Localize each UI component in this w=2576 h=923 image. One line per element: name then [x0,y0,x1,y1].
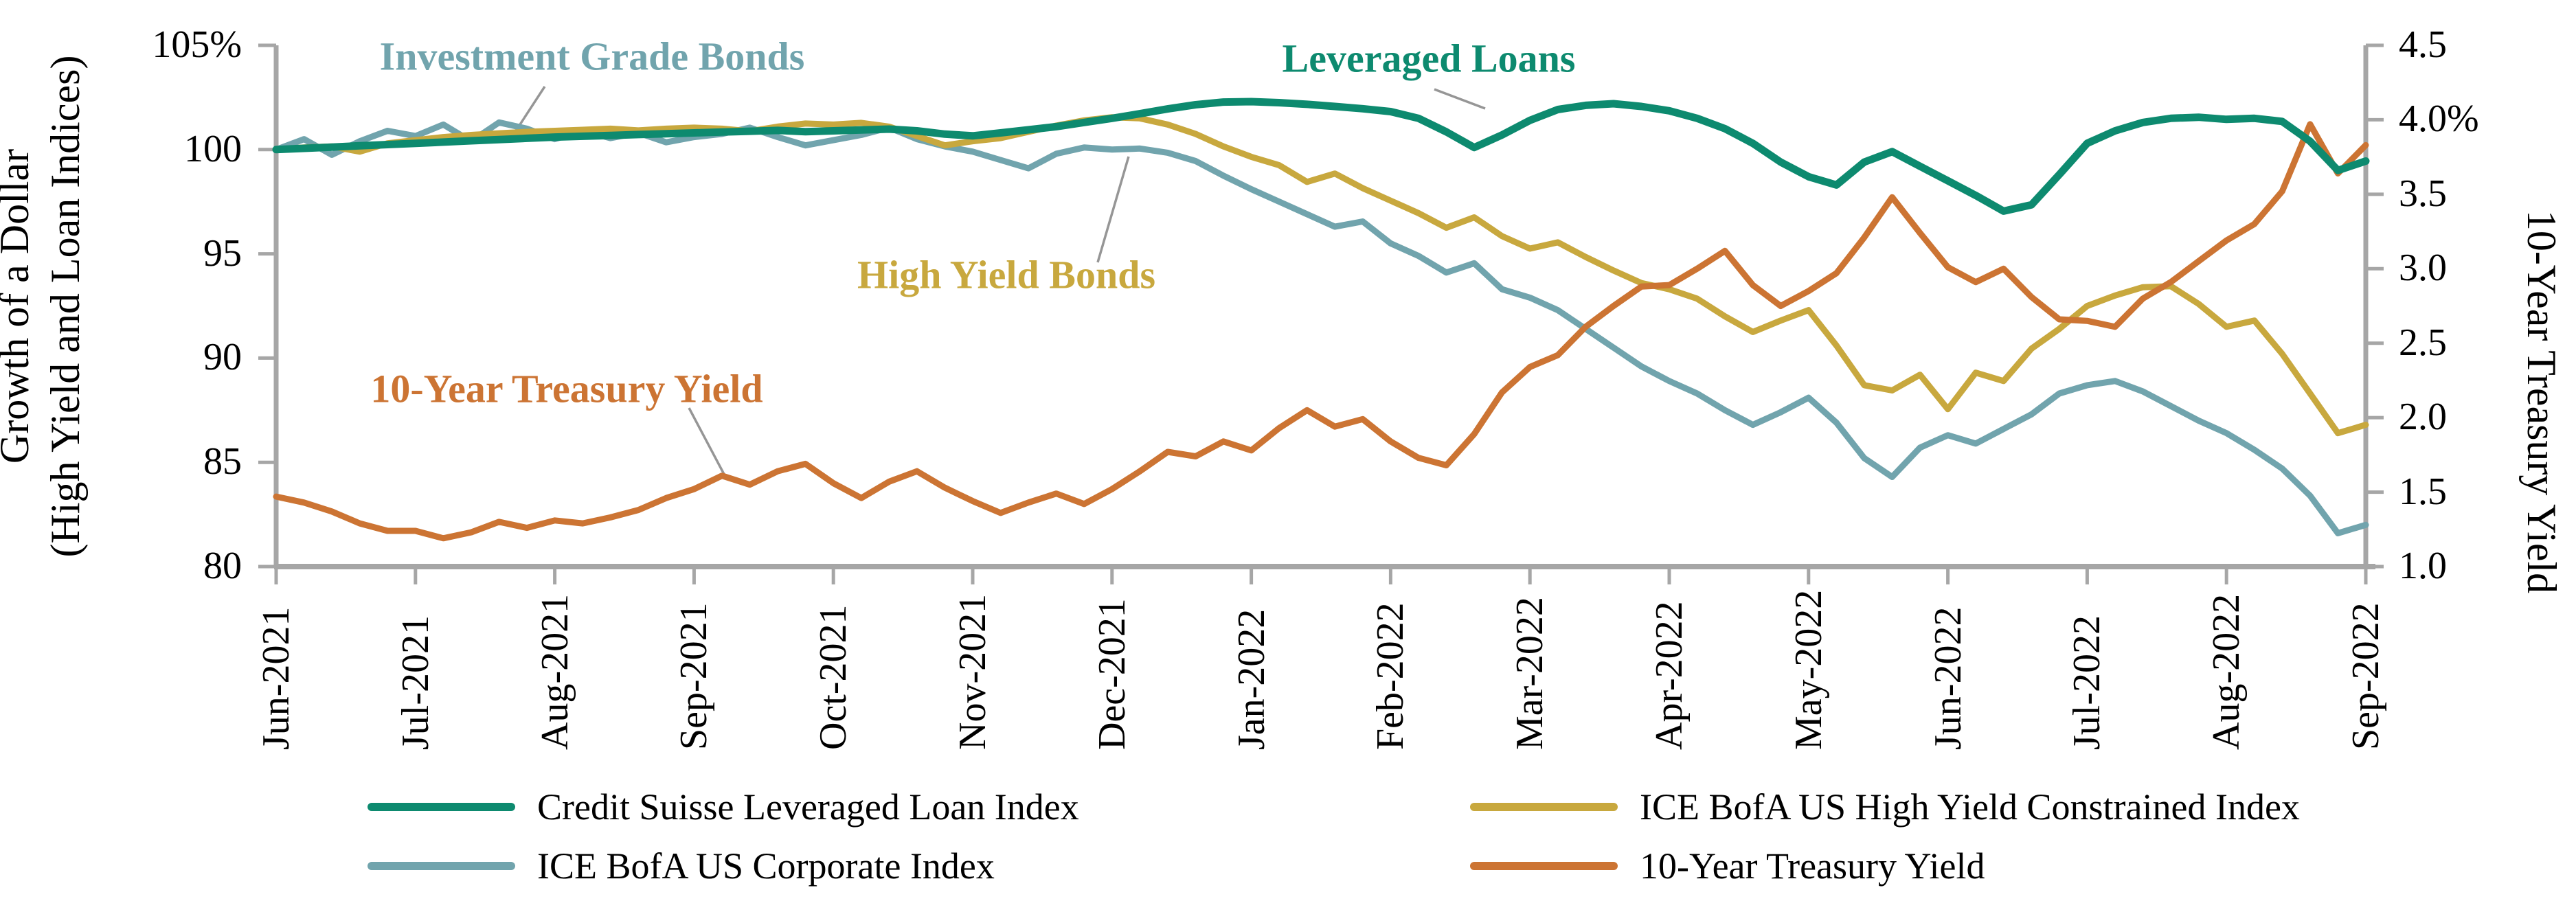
legend-swatch-corporate-index-icon [368,862,515,870]
left-tick-label: 95 [203,231,242,275]
legend-label: 10-Year Treasury Yield [1640,845,1985,887]
legend-item-10-year-treasury-yield: 10-Year Treasury Yield [1470,842,1985,890]
annotation-leveraged-loans: Leveraged Loans [1282,36,1576,81]
x-tick-label: Mar-2022 [1509,597,1552,750]
annotation-investment-grade-bonds: Investment Grade Bonds [379,34,805,79]
left-tick-label: 85 [203,440,242,483]
x-tick-label: Sep-2021 [673,602,716,750]
left-axis-title-line1: Growth of a Dollar [0,148,37,464]
legend-label: ICE BofA US Corporate Index [537,845,995,887]
right-tick-label: 1.0 [2399,545,2447,587]
x-tick-label: Aug-2022 [2205,593,2248,750]
right-tick-label: 4.5 [2399,23,2447,66]
x-tick-label: Jun-2022 [1926,606,1969,750]
legend-item-ice-bofa-us-corporate-index: ICE BofA US Corporate Index [368,842,995,890]
legend-swatch-treasury-yield-icon [1470,862,1618,870]
x-tick-label: Jan-2022 [1230,608,1273,750]
right-tick-label: 1.5 [2399,470,2447,513]
right-tick-label: 4.0% [2399,98,2479,141]
x-tick-label: Aug-2021 [533,593,576,750]
legend-item-ice-bofa-us-high-yield-constrained-index: ICE BofA US High Yield Constrained Index [1470,783,2300,831]
x-tick-label: Sep-2022 [2345,602,2387,750]
legend-swatch-high-yield-icon [1470,803,1618,811]
right-tick-label: 2.0 [2399,396,2447,439]
right-tick-label: 3.5 [2399,172,2447,215]
x-tick-label: Jun-2021 [255,606,297,750]
x-tick-label: May-2022 [1787,589,1830,750]
legend-swatch-leveraged-loan-icon [368,803,515,811]
x-tick-label: Nov-2021 [951,593,994,750]
right-axis-title: 10-Year Treasury Yield [2516,0,2567,882]
right-axis-title-text: 10-Year Treasury Yield [2519,209,2564,594]
series-line-1 [273,114,2369,437]
left-tick-label: 90 [203,336,242,379]
x-tick-label: Jul-2021 [394,615,437,750]
legend-label: Credit Suisse Leveraged Loan Index [537,786,1079,828]
left-tick-label: 80 [203,545,242,587]
annotation-high-yield-bonds: High Yield Bonds [857,252,1156,297]
right-tick-label: 3.0 [2399,247,2447,290]
x-tick-label: Dec-2021 [1090,598,1133,750]
x-tick-label: Apr-2022 [1648,601,1691,750]
left-axis-title-line2: (High Yield and Loan Indices) [43,55,88,558]
left-tick-label: 105% [152,23,242,66]
x-tick-label: Oct-2021 [812,604,855,750]
x-tick-label: Feb-2022 [1369,602,1412,750]
left-tick-label: 100 [184,127,242,170]
annotation-10-year-treasury-yield: 10-Year Treasury Yield [370,366,763,411]
series-line-3 [273,121,2369,542]
legend-item-credit-suisse-leveraged-loan-index: Credit Suisse Leveraged Loan Index [368,783,1079,831]
x-tick-label: Jul-2022 [2066,615,2109,750]
right-tick-label: 2.5 [2399,321,2447,364]
left-axis-title: Growth of a Dollar (High Yield and Loan … [0,0,91,787]
legend-label: ICE BofA US High Yield Constrained Index [1640,786,2300,828]
series-line-0 [272,98,2370,215]
